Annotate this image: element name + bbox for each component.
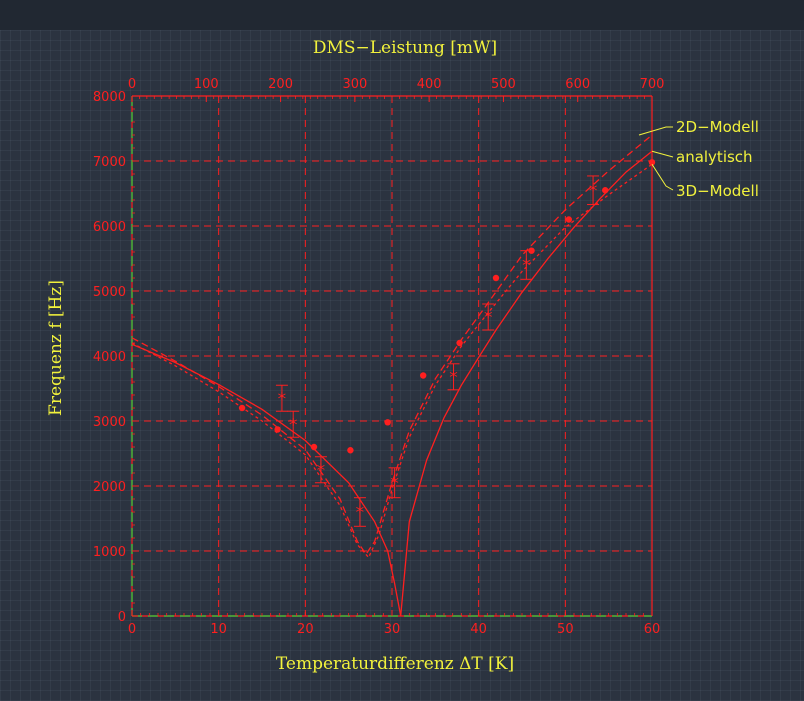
- series-line-1: [131, 134, 653, 556]
- measured-point: [456, 339, 463, 347]
- measured-point: [310, 443, 318, 451]
- grid: [132, 96, 652, 616]
- x-tick-label: 0: [128, 622, 136, 637]
- y-tick-label: 5000: [93, 285, 126, 300]
- y-tick-label: 3000: [93, 415, 126, 430]
- asterisk-marker: *: [317, 461, 326, 481]
- y-tick-label: 6000: [93, 220, 126, 235]
- y-tick-label: 0: [118, 610, 126, 625]
- series-line-2: [131, 163, 653, 559]
- asterisk-marker: *: [522, 256, 531, 276]
- y-tick-label: 8000: [93, 90, 126, 105]
- x-tick-label: 50: [557, 622, 574, 637]
- y-tick-label: 7000: [93, 155, 126, 170]
- measured-point: [347, 447, 354, 454]
- x-tick-label: 10: [210, 622, 227, 637]
- measured-point: [420, 372, 427, 379]
- top-tick-label: 600: [565, 77, 590, 92]
- y-tick-label: 1000: [93, 545, 126, 560]
- measured-point: [274, 426, 281, 433]
- legend-leader-analytical: [651, 150, 674, 158]
- top-tick-label: 400: [417, 77, 442, 92]
- measured-point: [492, 274, 500, 282]
- y-tick-label: 4000: [93, 350, 126, 365]
- x-tick-label: 20: [297, 622, 314, 637]
- top-tick-label: 500: [491, 77, 516, 92]
- asterisk-marker: *: [289, 415, 298, 435]
- x-tick-label: 30: [384, 622, 401, 637]
- measured-point: [238, 404, 246, 412]
- x-tick-label: 60: [644, 622, 661, 637]
- x-tick-label: 40: [470, 622, 487, 637]
- x-axis-title: Temperaturdifferenz ΔT [K]: [276, 654, 514, 674]
- asterisk-marker: *: [449, 368, 458, 388]
- series-line-0: [131, 150, 653, 617]
- legend-leader-2d: [638, 126, 673, 136]
- asterisk-marker: *: [484, 308, 493, 328]
- measured-point: [648, 159, 656, 166]
- top-tick-label: 300: [342, 77, 367, 92]
- measured-point: [384, 419, 391, 426]
- legend: 2D−Modell analytisch 3D−Modell: [638, 118, 759, 200]
- measured-point: [565, 216, 572, 223]
- drawing-canvas: [0, 30, 804, 701]
- data-marks: *********: [238, 159, 656, 527]
- top-tick-label: 100: [194, 77, 219, 92]
- measured-point: [602, 187, 609, 194]
- asterisk-marker: *: [589, 181, 598, 201]
- legend-label-3d: 3D−Modell: [676, 182, 759, 200]
- y-axis-title: Frequenz f [Hz]: [46, 280, 66, 416]
- legend-label-analytical: analytisch: [676, 148, 753, 166]
- y-tick-label: 2000: [93, 480, 126, 495]
- top-tick-label: 700: [640, 77, 665, 92]
- title-bar: [0, 0, 804, 30]
- legend-leader-3d: [651, 163, 674, 191]
- asterisk-marker: *: [278, 389, 287, 409]
- asterisk-marker: *: [356, 503, 365, 523]
- axis-ticks: 0 10 20 30 40 50 60010002000300040005000600070…: [93, 77, 665, 637]
- top-tick-label: 200: [268, 77, 293, 92]
- legend-label-2d: 2D−Modell: [676, 118, 759, 136]
- series-lines: [131, 134, 653, 617]
- top-axis-title: DMS−Leistung [mW]: [313, 38, 497, 58]
- top-tick-label: 0: [128, 77, 136, 92]
- axis-labels: DMS−Leistung [mW] Temperaturdifferenz ΔT…: [46, 38, 514, 674]
- asterisk-marker: *: [390, 474, 399, 494]
